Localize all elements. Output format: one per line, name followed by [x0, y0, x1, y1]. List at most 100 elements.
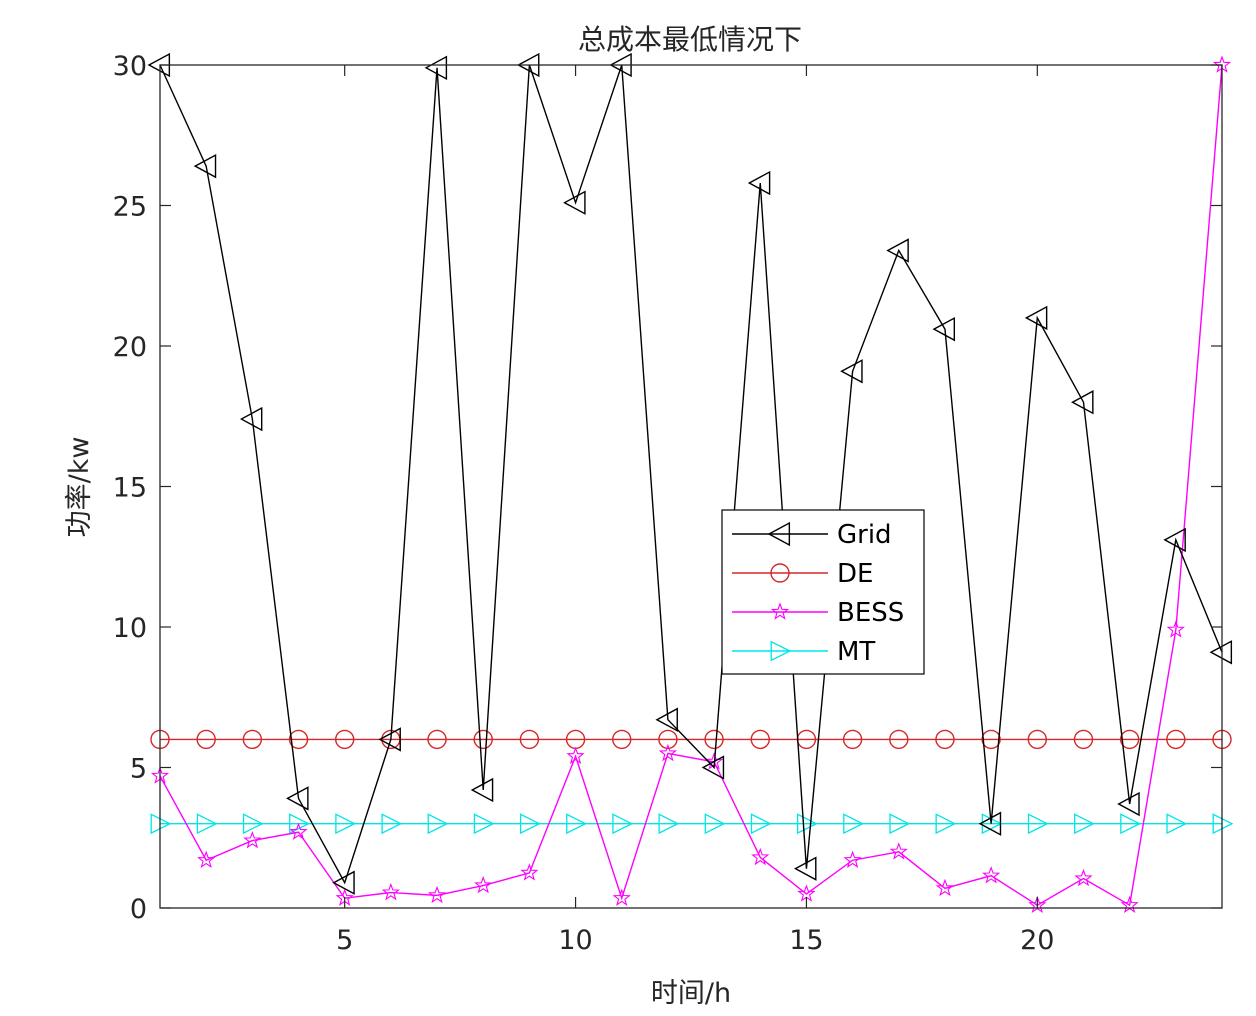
series-line-grid [159, 64, 1223, 885]
data-point-bess [612, 888, 631, 906]
x-tick-label: 20 [1020, 925, 1054, 956]
data-point-de [1166, 729, 1186, 750]
data-point-grid [239, 406, 263, 432]
y-tick-label: 30 [113, 51, 147, 82]
data-point-de [981, 729, 1001, 750]
data-point-mt [612, 813, 634, 835]
y-tick-label: 10 [113, 613, 147, 644]
y-tick-label: 0 [130, 894, 147, 925]
data-point-grid [655, 707, 678, 732]
data-point-mt [750, 813, 772, 835]
data-point-mt [519, 813, 541, 835]
data-point-de [1073, 729, 1094, 750]
data-point-mt [843, 813, 864, 835]
series-layer [147, 52, 1234, 913]
chart-title: 总成本最低情况下 [578, 23, 802, 56]
y-tick-label: 5 [130, 754, 147, 785]
data-point-bess [520, 863, 539, 881]
data-point-grid [563, 190, 586, 215]
data-point-grid [1209, 640, 1233, 665]
data-point-de [750, 729, 770, 750]
axes-layer: 5 10 15 20 0 5 10 15 20 25 30 [113, 51, 1223, 956]
y-tick-label: 25 [113, 192, 147, 223]
data-point-grid [886, 238, 909, 263]
data-point-bess [1074, 868, 1093, 887]
legend-label-grid: Grid [837, 520, 892, 550]
data-point-mt [335, 813, 357, 835]
data-point-grid [424, 55, 448, 80]
data-point-bess [658, 743, 678, 762]
data-point-bess [197, 850, 216, 869]
legend-item-bess: BESS [732, 598, 904, 628]
data-point-mt [935, 813, 957, 835]
data-point-grid [793, 856, 817, 881]
x-tick-label: 5 [336, 925, 353, 956]
data-point-de [242, 729, 263, 750]
data-point-mt [1074, 813, 1095, 835]
data-point-grid [1024, 305, 1048, 331]
data-point-de [334, 729, 355, 750]
data-point-grid [193, 153, 217, 179]
x-axis-title: 时间/h [651, 978, 731, 1009]
data-point-de [704, 729, 724, 750]
data-point-grid [932, 316, 956, 342]
data-point-mt [196, 813, 218, 835]
data-point-grid [701, 755, 725, 780]
data-point-de [889, 729, 909, 750]
data-point-mt [289, 813, 310, 835]
legend-item-de: DE [732, 559, 873, 589]
x-tick-label: 10 [558, 925, 592, 956]
data-point-bess [1166, 620, 1185, 638]
data-point-de [1119, 729, 1140, 750]
data-point-de [519, 729, 540, 750]
data-point-bess [427, 885, 447, 904]
data-point-bess [843, 850, 862, 869]
data-point-mt [242, 813, 264, 835]
legend-label-de: DE [837, 559, 873, 589]
data-point-bess [566, 746, 585, 765]
series-de [150, 729, 1232, 750]
data-point-bess [243, 830, 262, 849]
data-point-grid [286, 786, 309, 811]
data-point-bess [474, 875, 493, 894]
data-point-grid [978, 811, 1002, 836]
data-point-bess [381, 882, 401, 901]
data-point-de [935, 729, 955, 750]
data-point-de [612, 729, 632, 750]
data-point-mt [1166, 813, 1188, 835]
data-point-mt [889, 813, 911, 835]
data-point-de [427, 729, 447, 750]
data-point-bess [889, 842, 908, 860]
data-point-de [842, 729, 863, 750]
legend-marker-bess [770, 602, 790, 620]
legend: Grid DE BESS MT [721, 509, 925, 675]
series-line-bess [159, 64, 1223, 907]
data-point-de [288, 729, 309, 750]
y-axis-title: 功率/kw [64, 437, 95, 538]
data-point-mt [1027, 813, 1049, 835]
data-point-mt [796, 813, 818, 835]
data-point-mt [427, 813, 449, 835]
legend-item-grid: Grid [732, 520, 892, 550]
legend-item-mt: MT [732, 637, 875, 667]
data-point-grid [378, 727, 401, 752]
data-point-bess [935, 878, 955, 897]
data-point-de [196, 729, 216, 750]
legend-label-bess: BESS [837, 598, 904, 628]
data-point-mt [566, 813, 587, 835]
data-point-mt [704, 813, 726, 835]
data-point-grid [1117, 791, 1140, 817]
data-point-mt [1120, 813, 1142, 835]
legend-marker-grid [767, 521, 791, 547]
data-point-grid [840, 359, 863, 384]
data-point-bess [289, 822, 308, 840]
legend-marker-de [770, 563, 790, 583]
data-point-grid [747, 170, 771, 196]
plot-area [160, 65, 1222, 908]
data-point-grid [1071, 390, 1094, 415]
data-point-grid [1163, 527, 1186, 553]
data-point-de [1027, 729, 1048, 750]
data-point-grid [332, 870, 355, 895]
y-tick-label: 20 [113, 332, 147, 363]
data-point-de [658, 729, 678, 750]
